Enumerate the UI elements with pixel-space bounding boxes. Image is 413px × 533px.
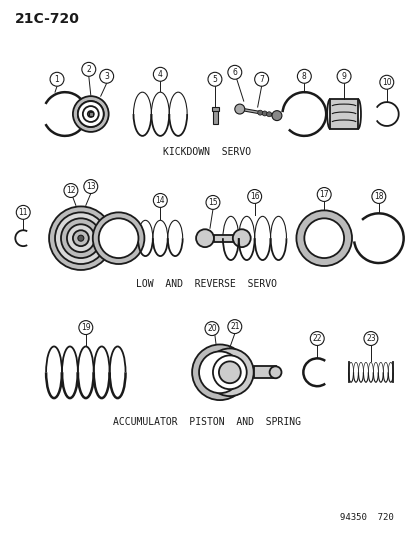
Text: 18: 18 <box>373 192 383 201</box>
Circle shape <box>100 69 113 83</box>
Text: 20: 20 <box>206 324 216 333</box>
Circle shape <box>83 106 98 122</box>
Circle shape <box>153 67 167 81</box>
Bar <box>330 99 357 129</box>
Circle shape <box>73 96 108 132</box>
Circle shape <box>78 101 103 127</box>
Text: LOW  AND  REVERSE  SERVO: LOW AND REVERSE SERVO <box>136 279 277 289</box>
Circle shape <box>16 205 30 219</box>
Text: ACCUMULATOR  PISTON  AND  SPRING: ACCUMULATOR PISTON AND SPRING <box>113 417 300 427</box>
Text: KICKDOWN  SERVO: KICKDOWN SERVO <box>163 147 250 157</box>
Text: 22: 22 <box>312 334 321 343</box>
Text: 3: 3 <box>104 72 109 81</box>
Text: 9: 9 <box>341 72 346 81</box>
Circle shape <box>296 211 351 266</box>
Circle shape <box>227 320 241 334</box>
Text: 13: 13 <box>86 182 95 191</box>
Text: 10: 10 <box>381 78 391 87</box>
Bar <box>88 112 93 116</box>
Circle shape <box>199 351 240 393</box>
Circle shape <box>269 366 281 378</box>
Circle shape <box>304 219 343 258</box>
Circle shape <box>247 190 261 204</box>
Circle shape <box>254 72 268 86</box>
Text: 2: 2 <box>86 65 91 74</box>
Text: 5: 5 <box>212 75 217 84</box>
Text: 94350  720: 94350 720 <box>339 513 393 522</box>
Circle shape <box>257 110 262 115</box>
Text: 21: 21 <box>230 322 239 331</box>
Circle shape <box>73 230 88 246</box>
Circle shape <box>50 72 64 86</box>
Circle shape <box>204 321 218 336</box>
Circle shape <box>49 206 112 270</box>
Circle shape <box>64 183 78 197</box>
Circle shape <box>206 349 253 396</box>
Circle shape <box>78 101 103 127</box>
Circle shape <box>153 193 167 207</box>
Text: 1: 1 <box>55 75 59 84</box>
Circle shape <box>67 224 95 252</box>
Circle shape <box>207 72 221 86</box>
Circle shape <box>83 180 97 193</box>
Circle shape <box>227 66 241 79</box>
Circle shape <box>196 229 214 247</box>
Circle shape <box>266 112 271 117</box>
Circle shape <box>218 361 240 383</box>
Circle shape <box>261 111 266 116</box>
Circle shape <box>310 332 323 345</box>
Circle shape <box>212 356 246 389</box>
Text: 12: 12 <box>66 186 76 195</box>
Text: 7: 7 <box>259 75 263 84</box>
Text: 16: 16 <box>249 192 259 201</box>
Circle shape <box>88 111 93 117</box>
Text: 4: 4 <box>157 70 162 79</box>
Text: 21C-720: 21C-720 <box>15 12 80 26</box>
Circle shape <box>379 75 393 89</box>
Circle shape <box>206 196 219 209</box>
Text: 15: 15 <box>208 198 217 207</box>
Text: 8: 8 <box>301 72 306 81</box>
Circle shape <box>271 111 281 120</box>
Text: 6: 6 <box>232 68 237 77</box>
Circle shape <box>316 188 330 201</box>
Bar <box>214 235 241 241</box>
Circle shape <box>336 69 350 83</box>
Circle shape <box>234 104 244 114</box>
Circle shape <box>363 332 377 345</box>
Circle shape <box>93 212 144 264</box>
Bar <box>212 110 217 124</box>
Circle shape <box>82 62 95 76</box>
Circle shape <box>61 219 100 258</box>
Circle shape <box>55 212 107 264</box>
Bar <box>253 366 275 378</box>
Circle shape <box>297 69 311 83</box>
Text: 17: 17 <box>318 190 328 199</box>
Text: 19: 19 <box>81 323 90 332</box>
Bar <box>211 107 218 111</box>
Text: 23: 23 <box>365 334 375 343</box>
Circle shape <box>98 219 138 258</box>
Circle shape <box>78 321 93 335</box>
Text: 11: 11 <box>19 208 28 217</box>
Circle shape <box>83 106 98 122</box>
Circle shape <box>78 235 83 241</box>
Circle shape <box>192 344 247 400</box>
Text: 14: 14 <box>155 196 165 205</box>
Circle shape <box>371 190 385 204</box>
Circle shape <box>232 229 250 247</box>
